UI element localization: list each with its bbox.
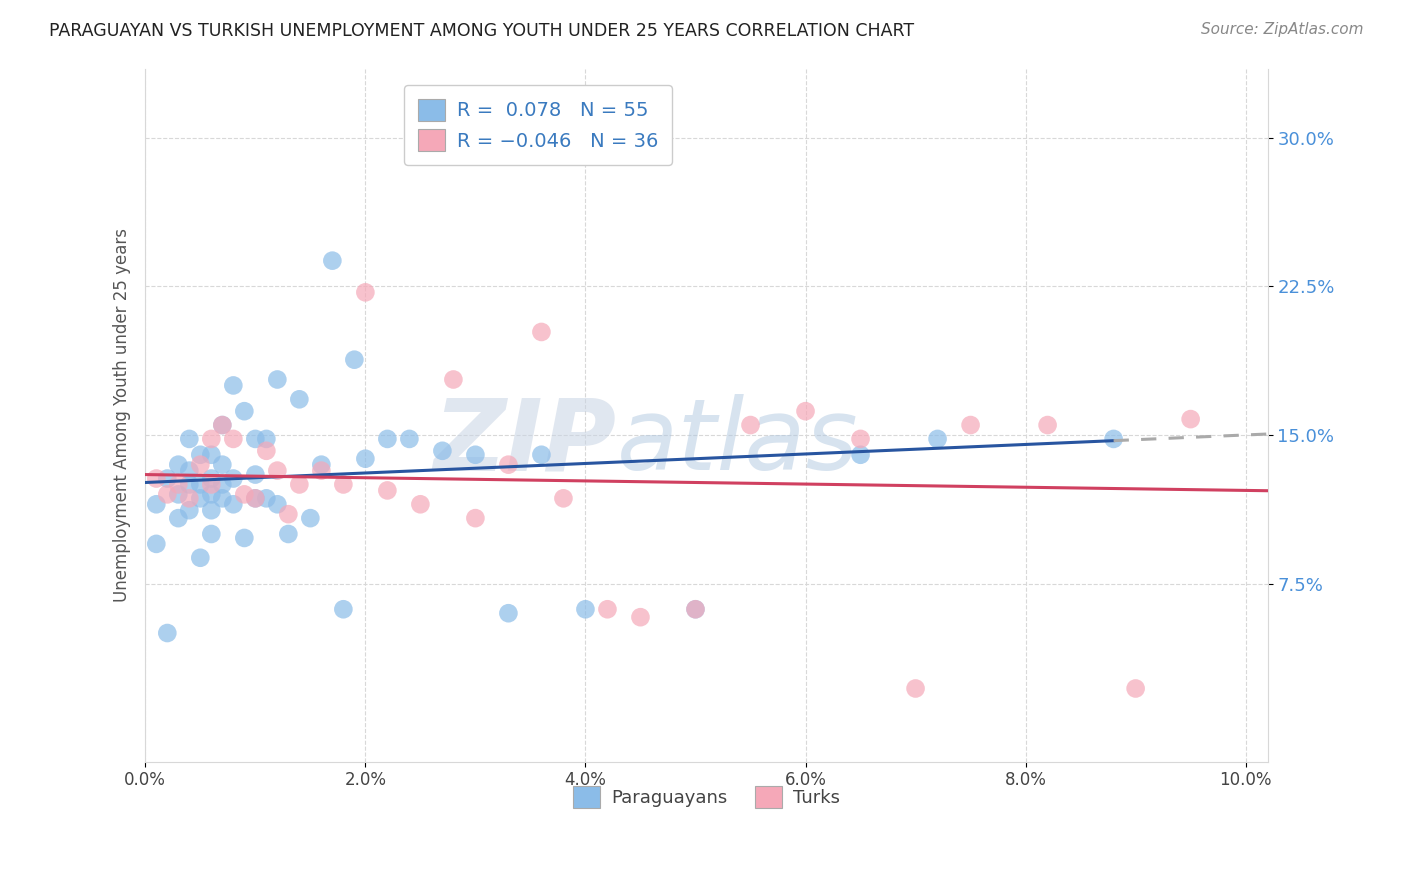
Point [156,471,179,485]
Point [254,491,277,506]
Point [200,477,222,491]
Point [266,497,288,511]
Point [254,432,277,446]
Point [145,497,167,511]
Point [145,471,167,485]
Point [530,448,553,462]
Point [959,418,981,433]
Point [311,464,333,478]
Point [464,511,486,525]
Point [432,443,454,458]
Point [409,497,432,511]
Point [254,443,277,458]
Point [200,471,222,485]
Point [740,418,762,433]
Point [1180,412,1202,426]
Point [266,372,288,386]
Point [145,537,167,551]
Point [927,432,949,446]
Point [211,458,233,472]
Point [188,458,211,472]
Point [464,448,486,462]
Point [530,325,553,339]
Point [245,432,267,446]
Point [167,511,190,525]
Point [222,471,245,485]
Point [321,253,343,268]
Point [167,458,190,472]
Text: Source: ZipAtlas.com: Source: ZipAtlas.com [1201,22,1364,37]
Point [211,418,233,433]
Point [685,602,707,616]
Point [156,626,179,640]
Point [245,467,267,482]
Point [332,477,354,491]
Point [288,392,311,407]
Text: PARAGUAYAN VS TURKISH UNEMPLOYMENT AMONG YOUTH UNDER 25 YEARS CORRELATION CHART: PARAGUAYAN VS TURKISH UNEMPLOYMENT AMONG… [49,22,914,40]
Point [211,477,233,491]
Point [1102,432,1125,446]
Point [179,503,201,517]
Point [332,602,354,616]
Point [222,432,245,446]
Point [574,602,596,616]
Point [630,610,652,624]
Point [354,285,377,300]
Legend: Paraguayans, Turks: Paraguayans, Turks [567,779,846,815]
Point [354,451,377,466]
Point [179,464,201,478]
Point [398,432,420,446]
Point [167,487,190,501]
Point [849,448,872,462]
Point [849,432,872,446]
Point [377,483,399,498]
Point [156,487,179,501]
Point [498,458,520,472]
Point [233,487,256,501]
Point [200,448,222,462]
Point [222,497,245,511]
Point [1036,418,1059,433]
Point [188,491,211,506]
Point [179,477,201,491]
Point [288,477,311,491]
Point [188,448,211,462]
Text: atlas: atlas [617,394,858,491]
Point [311,458,333,472]
Point [188,477,211,491]
Point [179,432,201,446]
Point [441,372,464,386]
Point [200,432,222,446]
Point [233,404,256,418]
Point [1125,681,1147,696]
Y-axis label: Unemployment Among Youth under 25 years: Unemployment Among Youth under 25 years [114,228,131,602]
Point [245,491,267,506]
Point [377,432,399,446]
Point [233,531,256,545]
Point [685,602,707,616]
Point [188,550,211,565]
Text: ZIP: ZIP [433,394,617,491]
Point [343,352,366,367]
Point [299,511,322,525]
Point [167,477,190,491]
Point [200,487,222,501]
Point [596,602,619,616]
Point [277,507,299,521]
Point [211,491,233,506]
Point [222,378,245,392]
Point [553,491,575,506]
Point [794,404,817,418]
Point [498,606,520,620]
Point [266,464,288,478]
Point [211,418,233,433]
Point [200,527,222,541]
Point [200,503,222,517]
Point [904,681,927,696]
Point [277,527,299,541]
Point [245,491,267,506]
Point [179,491,201,506]
